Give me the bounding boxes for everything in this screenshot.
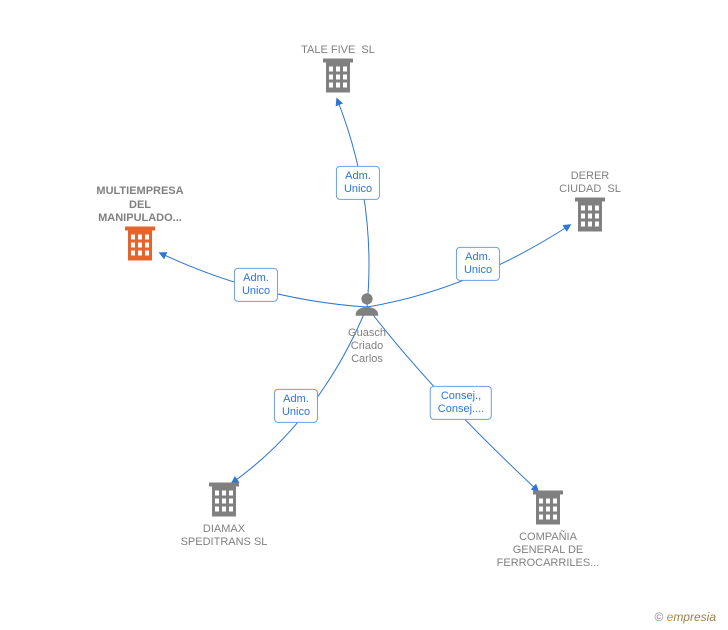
edge-label-tale_five: Adm. Unico [336, 166, 380, 200]
company-node-tale_five[interactable] [323, 59, 353, 98]
person-icon [352, 290, 382, 320]
network-diagram: Adm. Unico Adm. Unico Consej., Consej.... A… [0, 0, 728, 630]
company-node-compania[interactable] [533, 491, 563, 530]
edge-label-compania: Consej., Consej.... [430, 386, 492, 420]
building-icon [323, 59, 353, 93]
brand-rest: mpresia [673, 610, 716, 624]
building-icon [533, 491, 563, 525]
company-node-derer[interactable] [575, 198, 605, 237]
person-node[interactable] [352, 290, 382, 325]
building-icon [209, 483, 239, 517]
copyright-symbol: © [654, 610, 663, 624]
company-node-diamax[interactable] [209, 483, 239, 522]
edge-label-derer: Adm. Unico [456, 247, 500, 281]
edge-label-multiempresa: Adm. Unico [234, 268, 278, 302]
building-icon [125, 227, 155, 261]
edge-label-diamax: Adm. Unico [274, 389, 318, 423]
edge-tale_five [337, 99, 369, 307]
company-node-multiempresa[interactable] [125, 227, 155, 266]
footer: © empresia [654, 610, 716, 624]
building-icon [575, 198, 605, 232]
